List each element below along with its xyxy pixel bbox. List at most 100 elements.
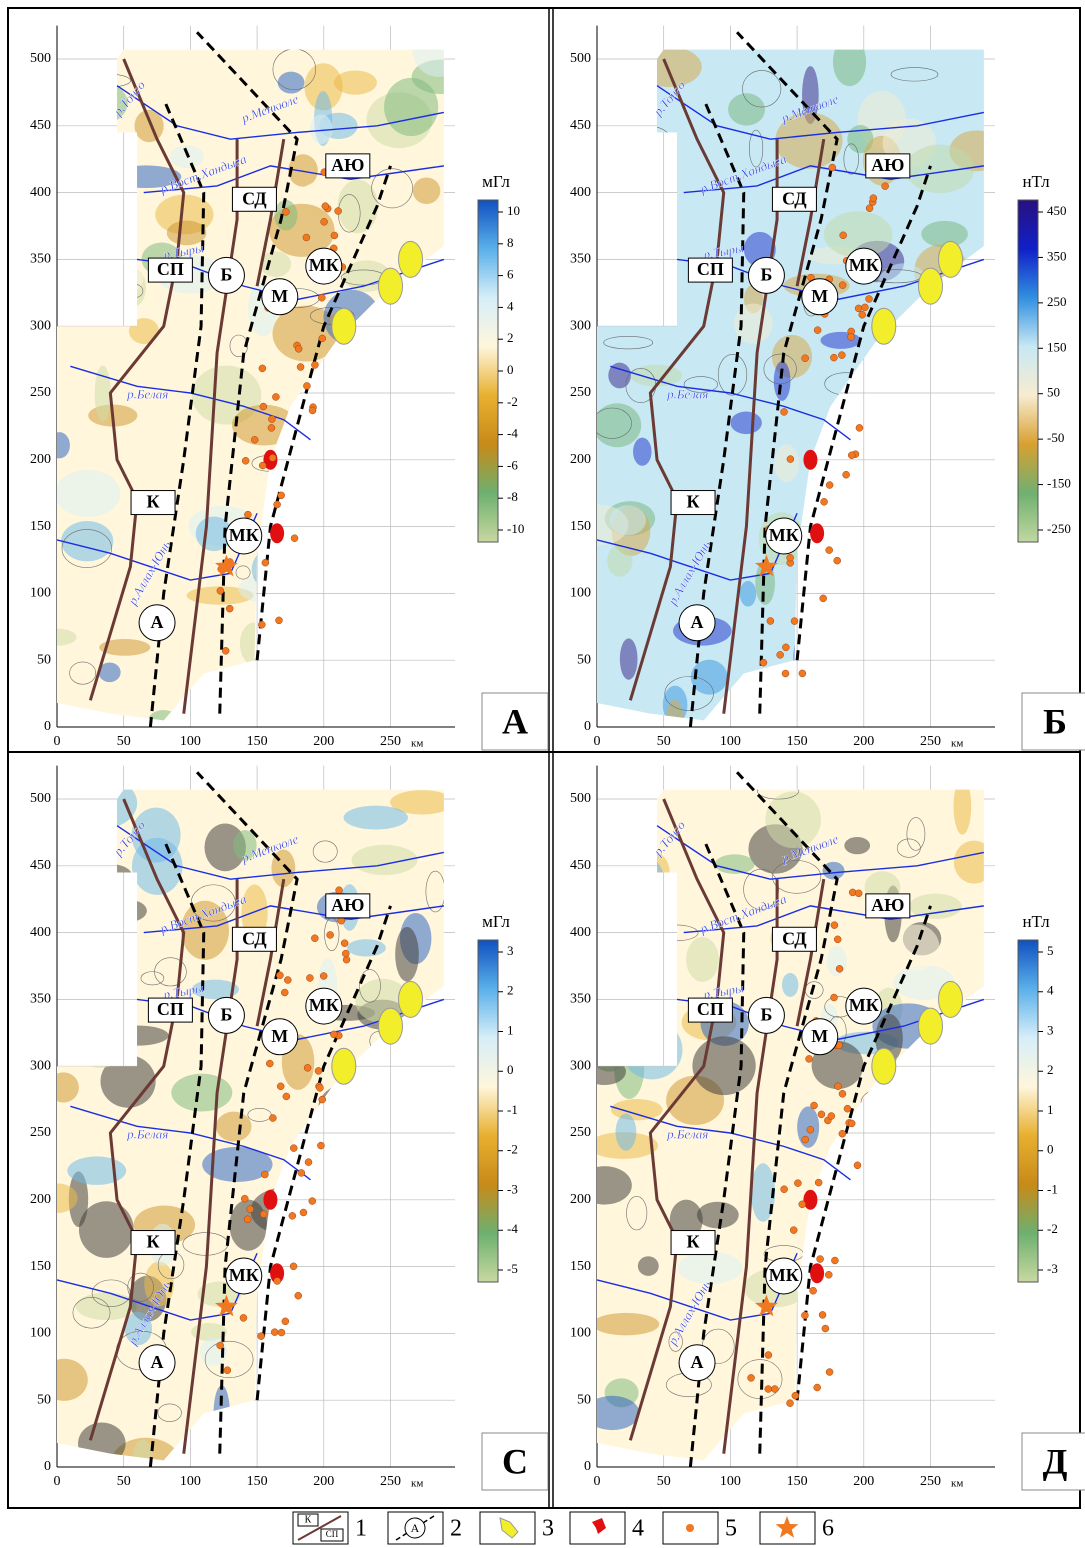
occurrence [790, 1227, 797, 1234]
anomaly [930, 1188, 981, 1209]
occurrence [820, 595, 827, 602]
occurrence [295, 345, 302, 352]
region-label: СП [157, 999, 184, 1019]
occurrence [767, 617, 774, 624]
occurrence [247, 1206, 254, 1213]
anomaly [635, 852, 669, 891]
anomaly [678, 1252, 743, 1284]
region-label: М [271, 1026, 288, 1046]
anomaly [278, 72, 305, 94]
y-tick-label: 300 [570, 318, 591, 333]
colorbar [1018, 940, 1038, 1282]
occurrence [826, 547, 833, 554]
contour [353, 1135, 399, 1152]
deposit-red [810, 1263, 824, 1283]
colorbar-label: 2 [1047, 1062, 1054, 1077]
anomaly [609, 505, 646, 535]
occurrence [226, 605, 233, 612]
map-panel: 0501001502002500501001502002503003504004… [30, 766, 548, 1490]
colorbar-label: 1 [507, 1022, 514, 1037]
anomaly [415, 1027, 464, 1078]
anomaly [79, 1201, 134, 1258]
x-tick-label: 50 [657, 1474, 671, 1489]
anomaly [99, 255, 144, 296]
x-unit: км [951, 738, 963, 750]
colorbar-label: -3 [1047, 1261, 1058, 1276]
y-tick-label: 0 [44, 719, 51, 734]
region-label: М [271, 286, 288, 306]
anomaly [822, 862, 844, 880]
anomaly [636, 47, 702, 88]
occurrence [814, 1384, 821, 1391]
anomaly [843, 606, 909, 629]
panel-label: С [502, 1441, 528, 1481]
region-label: К [147, 492, 160, 512]
x-tick-label: 150 [247, 734, 268, 749]
anomaly [953, 669, 979, 687]
legend-symbol: А [411, 1521, 420, 1535]
x-tick-label: 50 [657, 734, 671, 749]
region-label: А [691, 612, 704, 632]
contour [363, 1151, 376, 1186]
anomaly [816, 696, 885, 716]
anomaly [347, 615, 392, 672]
x-tick-label: 0 [54, 1474, 61, 1489]
anomaly [692, 1036, 755, 1095]
colorbar-unit: мГл [482, 912, 510, 931]
legend-number: 1 [355, 1516, 367, 1542]
occurrence [298, 1169, 305, 1176]
anomaly [399, 506, 427, 554]
colorbar-label: -8 [507, 489, 518, 504]
y-tick-label: 0 [584, 719, 591, 734]
anomaly [906, 1277, 922, 1320]
contour [63, 219, 101, 244]
legend-item: 4 [570, 1512, 644, 1544]
region-label: СП [697, 259, 724, 279]
occurrence [781, 1186, 788, 1193]
anomaly [740, 670, 788, 720]
region-label: СД [782, 188, 807, 208]
occurrence [317, 1142, 324, 1149]
colorbar-label: -1 [507, 1102, 518, 1117]
anomaly [413, 22, 464, 76]
colorbar-label: 0 [507, 1062, 514, 1077]
y-tick-label: 450 [570, 118, 591, 133]
region-label: МК [229, 1265, 259, 1285]
anomaly [267, 472, 302, 505]
contour [921, 417, 947, 435]
occurrence [251, 436, 258, 443]
region-label: К [687, 492, 700, 512]
legend-item: А2 [388, 1512, 462, 1544]
region-label: Б [220, 1005, 232, 1025]
occurrence [854, 1162, 861, 1169]
colorbar-label: -6 [507, 457, 518, 472]
deposit-red [803, 450, 817, 470]
occurrence [856, 424, 863, 431]
region-label: Б [760, 265, 772, 285]
contour [387, 679, 427, 703]
contour [626, 126, 672, 157]
colorbar-unit: мГл [482, 172, 510, 191]
occurrence [839, 282, 846, 289]
colorbar-label: 2 [507, 983, 514, 998]
y-tick-label: 250 [30, 1125, 51, 1140]
occurrence [268, 416, 275, 423]
x-tick-label: 250 [920, 1474, 941, 1489]
anomaly [395, 927, 419, 982]
region-label: А [691, 1352, 704, 1372]
anomaly [585, 1396, 639, 1430]
occurrence [781, 408, 788, 415]
y-tick-label: 250 [30, 385, 51, 400]
anomaly [931, 382, 994, 441]
anomaly [616, 1114, 637, 1151]
anomaly [636, 886, 685, 927]
map-panel: 0501001502002500501001502002503003504004… [30, 22, 548, 750]
occurrence [244, 1216, 251, 1223]
occurrence [266, 1060, 273, 1067]
anomaly [106, 899, 147, 922]
y-tick-label: 200 [30, 1192, 51, 1207]
contour [861, 1090, 896, 1115]
colorbar-label: -250 [1047, 521, 1071, 536]
anomaly [260, 251, 291, 277]
colorbar-label: 2 [507, 330, 514, 345]
